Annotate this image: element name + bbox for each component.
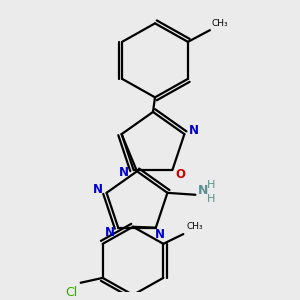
Text: N: N (188, 124, 198, 137)
Text: H: H (206, 194, 215, 204)
Text: N: N (118, 167, 129, 179)
Text: H: H (206, 180, 215, 190)
Text: Cl: Cl (65, 286, 78, 299)
Text: N: N (105, 226, 115, 239)
Text: O: O (176, 168, 185, 182)
Text: N: N (93, 183, 103, 196)
Text: CH₃: CH₃ (212, 19, 229, 28)
Text: N: N (155, 228, 165, 241)
Text: N: N (197, 184, 208, 197)
Text: CH₃: CH₃ (186, 222, 203, 231)
